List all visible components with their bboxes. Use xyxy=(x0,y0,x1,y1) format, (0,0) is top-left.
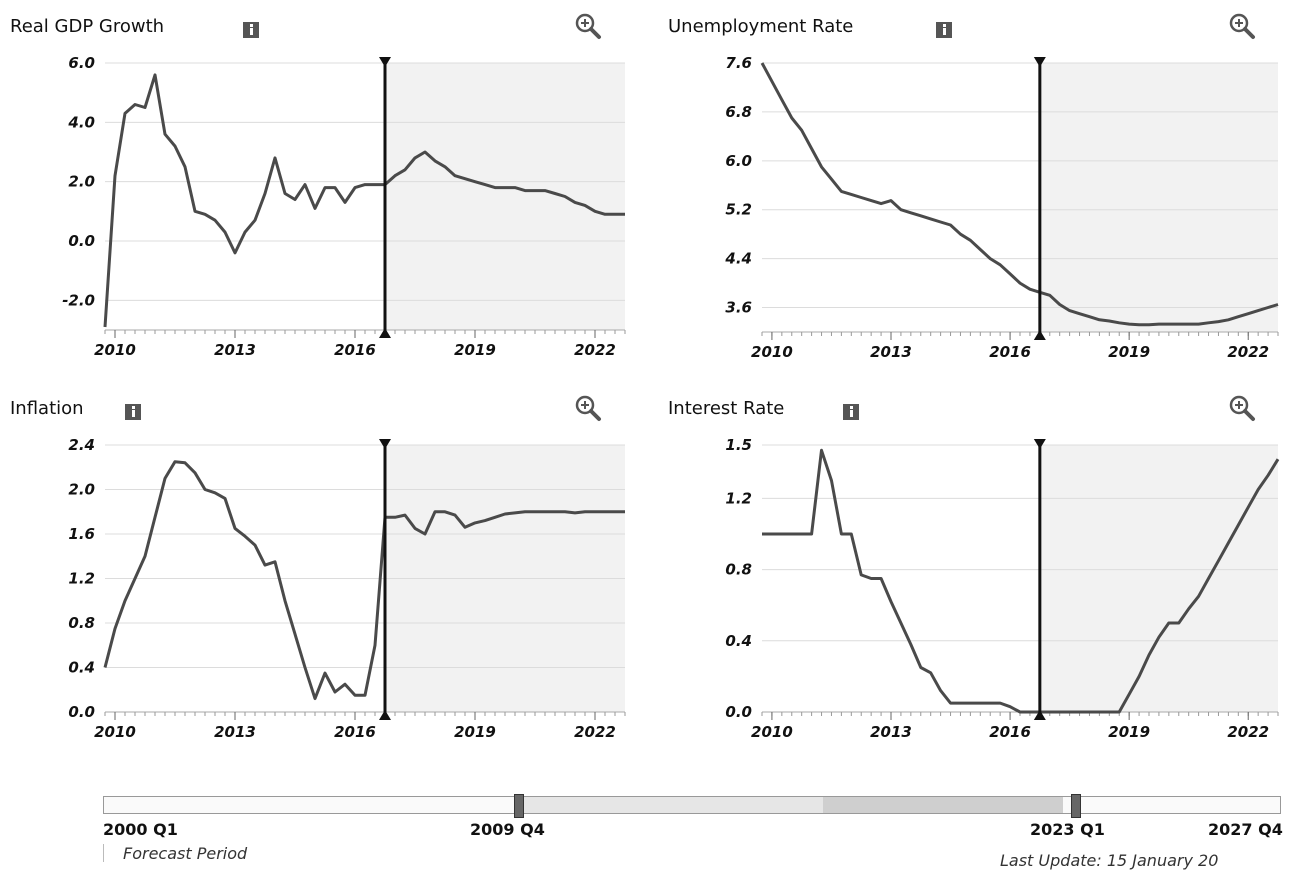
x-tick-label: 2010 xyxy=(94,341,136,359)
x-tick-label: 2022 xyxy=(574,723,616,741)
y-tick-label: 6.0 xyxy=(68,54,95,72)
info-icon[interactable] xyxy=(843,404,859,420)
slider-end-handle[interactable] xyxy=(1071,794,1081,818)
series-line xyxy=(103,460,625,701)
y-tick-label: 1.5 xyxy=(725,436,752,454)
y-tick-label: 4.4 xyxy=(724,250,752,268)
chart-title: Real GDP Growth xyxy=(10,16,165,37)
y-tick-label: 6.0 xyxy=(725,152,752,170)
y-tick-label: 0.4 xyxy=(725,632,752,650)
x-tick-label: 2010 xyxy=(751,723,793,741)
time-range-slider[interactable] xyxy=(103,794,1281,818)
y-tick-label: 0.0 xyxy=(68,232,95,250)
y-tick-label: 6.8 xyxy=(725,103,752,121)
x-tick-label: 2019 xyxy=(1108,343,1150,361)
info-icon[interactable] xyxy=(936,22,952,38)
slider-forecast-range xyxy=(823,797,1063,813)
y-tick-label: 1.6 xyxy=(68,525,95,543)
info-icon[interactable] xyxy=(243,22,259,38)
series-line xyxy=(760,62,1279,327)
y-tick-label: 2.0 xyxy=(68,173,95,191)
y-tick-label: 5.2 xyxy=(725,201,752,219)
x-tick-label: 2013 xyxy=(870,343,912,361)
series-line xyxy=(103,73,625,328)
slider-window-start-label: 2009 Q4 xyxy=(470,820,545,839)
x-tick-label: 2022 xyxy=(1227,723,1269,741)
zoom-in-icon[interactable] xyxy=(1228,12,1256,40)
y-tick-label: 2.4 xyxy=(68,436,95,454)
forecast-region xyxy=(385,63,625,330)
forecast-marker-bottom xyxy=(1033,710,1046,720)
chart-title: Interest Rate xyxy=(668,398,785,419)
x-tick-label: 2010 xyxy=(94,723,136,741)
forecast-region xyxy=(1039,63,1278,332)
y-tick-label: 0.8 xyxy=(725,561,752,579)
y-tick-label: 0.0 xyxy=(725,703,752,721)
x-tick-label: 2013 xyxy=(214,723,256,741)
x-tick-label: 2013 xyxy=(214,341,256,359)
forecast-marker-top xyxy=(379,439,391,449)
y-tick-label: 7.6 xyxy=(725,54,752,72)
info-icon[interactable] xyxy=(125,404,141,420)
forecast-period-label: Forecast Period xyxy=(123,844,248,863)
x-tick-label: 2016 xyxy=(989,343,1031,361)
y-tick-label: 2.0 xyxy=(68,481,95,499)
forecast-region xyxy=(1039,445,1278,712)
slider-window-end-label: 2023 Q1 xyxy=(1030,820,1105,839)
y-tick-label: -2.0 xyxy=(62,291,95,309)
x-tick-label: 2016 xyxy=(334,723,376,741)
y-tick-label: 0.4 xyxy=(68,659,95,677)
chart-title: Unemployment Rate xyxy=(668,16,854,37)
y-tick-label: 1.2 xyxy=(68,570,95,588)
zoom-in-icon[interactable] xyxy=(574,12,602,40)
forecast-marker-top xyxy=(1033,57,1046,67)
x-tick-label: 2019 xyxy=(454,341,496,359)
zoom-in-icon[interactable] xyxy=(574,394,602,422)
last-update-text: Last Update: 15 January 20 xyxy=(1000,851,1219,870)
forecast-period-legend: Forecast Period xyxy=(103,844,247,863)
x-tick-label: 2019 xyxy=(454,723,496,741)
forecast-marker-top xyxy=(379,57,391,67)
forecast-marker-bottom xyxy=(1033,330,1046,340)
y-tick-label: 3.6 xyxy=(725,299,752,317)
x-tick-label: 2013 xyxy=(870,723,912,741)
y-tick-label: 0.8 xyxy=(68,614,95,632)
slider-start-handle[interactable] xyxy=(514,794,524,818)
slider-end-label: 2027 Q4 xyxy=(1208,820,1283,839)
series-line xyxy=(762,448,1280,714)
x-tick-label: 2019 xyxy=(1108,723,1150,741)
y-tick-label: 0.0 xyxy=(68,703,95,721)
x-tick-label: 2022 xyxy=(1227,343,1269,361)
forecast-marker-bottom xyxy=(379,710,391,720)
x-tick-label: 2016 xyxy=(989,723,1031,741)
y-tick-label: 4.0 xyxy=(67,113,95,131)
zoom-in-icon[interactable] xyxy=(1228,394,1256,422)
slider-start-label: 2000 Q1 xyxy=(103,820,178,839)
forecast-marker-bottom xyxy=(379,328,391,338)
x-tick-label: 2016 xyxy=(334,341,376,359)
x-tick-label: 2010 xyxy=(751,343,793,361)
x-tick-label: 2022 xyxy=(574,341,616,359)
chart-title: Inflation xyxy=(10,398,84,419)
forecast-marker-top xyxy=(1033,439,1046,449)
y-tick-label: 1.2 xyxy=(725,489,752,507)
